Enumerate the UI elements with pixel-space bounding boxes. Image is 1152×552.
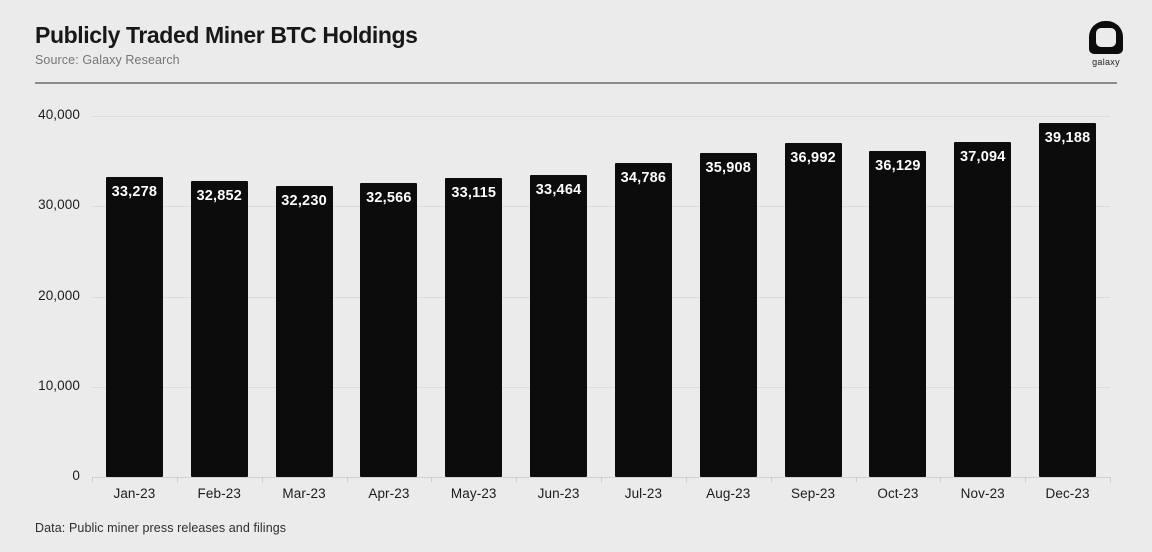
galaxy-logo-icon [1089, 21, 1123, 54]
bar-value-label: 39,188 [1044, 130, 1091, 147]
bar-value-label: 33,115 [451, 185, 497, 202]
bar-value-label: 32,566 [366, 190, 412, 207]
bar-feb-23: 32,852 [190, 180, 248, 477]
galaxy-logo-icon-hole [1096, 28, 1116, 47]
gridline-10,000 [92, 386, 1110, 388]
x-axis-tick-label: Feb-23 [197, 486, 241, 501]
bar-oct-23: 36,129 [869, 150, 927, 477]
x-axis-tick-label: Aug-23 [706, 486, 751, 501]
y-axis-tick-label: 20,000 [38, 287, 80, 303]
bar-value-label: 34,786 [620, 170, 667, 187]
bar-aug-23: 35,908 [699, 152, 757, 477]
galaxy-logo-label: galaxy [1092, 57, 1120, 67]
x-axis-tick [940, 477, 942, 482]
galaxy-logo: galaxy [1086, 21, 1126, 67]
bar-may-23: 33,115 [445, 178, 503, 477]
bar-sep-23: 36,992 [784, 143, 842, 477]
x-axis-tick-label: Jul-23 [624, 486, 663, 501]
y-axis-tick-label: 30,000 [38, 197, 80, 213]
bar-value-label: 36,992 [790, 150, 836, 167]
x-axis-tick-label: Apr-23 [368, 486, 410, 501]
footer-note: Data: Public miner press releases and fi… [35, 521, 287, 535]
x-axis-tick-label: Oct-23 [877, 486, 919, 501]
bar-value-label: 33,278 [111, 183, 158, 200]
x-axis-tick-label: Jan-23 [113, 486, 156, 501]
x-axis-tick [1025, 477, 1027, 482]
x-axis-tick [346, 477, 348, 482]
x-axis-tick [601, 477, 602, 482]
y-axis-tick-label: 40,000 [38, 107, 80, 122]
bar-value-label: 32,852 [196, 187, 243, 204]
bar-mar-23: 32,230 [275, 186, 333, 477]
bar-value-label: 32,230 [281, 193, 327, 210]
bar-value-label: 36,129 [875, 157, 921, 174]
page-title: Publicly Traded Miner BTC Holdings [35, 22, 418, 48]
bar-jun-23: 33,464 [530, 175, 588, 477]
bar-jan-23: 33,278 [105, 176, 163, 477]
source-subtitle: Source: Galaxy Research [35, 53, 180, 67]
x-axis-tick-label: Dec-23 [1045, 486, 1090, 501]
x-axis-tick-label: Sep-23 [791, 486, 836, 501]
gridline-20,000 [92, 296, 1110, 298]
x-axis-tick [261, 477, 263, 482]
gridline-30,000 [92, 206, 1110, 208]
bar-value-label: 37,094 [959, 149, 1006, 166]
bar-apr-23: 32,566 [360, 183, 418, 477]
x-axis-tick [176, 477, 178, 482]
x-axis-tick-label: Jun-23 [537, 486, 580, 501]
x-axis-tick-label: Mar-23 [282, 486, 326, 501]
bar-jul-23: 34,786 [614, 163, 672, 477]
y-axis-tick-label: 10,000 [38, 377, 80, 393]
x-axis-tick [92, 477, 93, 482]
bar-value-label: 33,464 [535, 182, 582, 198]
plot-area: 33,278 32,852 32,230 32,566 33,115 33,464 34,7… [92, 116, 1111, 482]
bar-dec-23: 39,188 [1039, 123, 1097, 477]
x-axis-tick-label: May-23 [450, 486, 497, 501]
x-axis-tick [1110, 477, 1111, 482]
x-axis-tick-label: Nov-23 [960, 486, 1005, 501]
y-axis-tick-label: 0 [72, 468, 80, 483]
header-divider [35, 82, 1117, 84]
x-axis-tick [855, 477, 857, 482]
bar-value-label: 35,908 [705, 159, 752, 176]
bar-nov-23: 37,094 [954, 142, 1012, 477]
x-axis-tick [770, 477, 772, 482]
x-axis-tick [516, 477, 518, 482]
gridline-40,000 [92, 116, 1110, 117]
x-axis-tick [685, 477, 687, 482]
x-axis-tick [431, 477, 433, 482]
